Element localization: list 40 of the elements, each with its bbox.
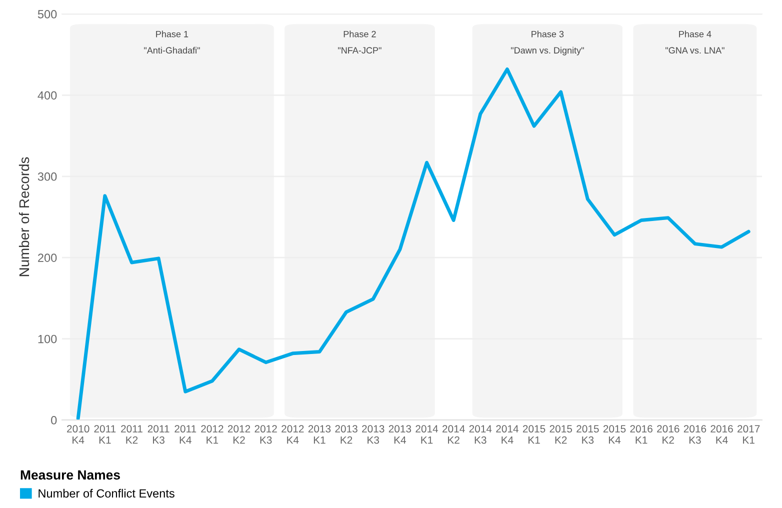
x-tick-label: 2016 K1 xyxy=(630,425,652,444)
x-tick-label: 2016 K2 xyxy=(657,425,680,444)
x-tick-label: 2011 K1 xyxy=(94,425,116,444)
y-tick-label: 400 xyxy=(38,91,57,100)
line-series xyxy=(76,67,750,420)
x-tick-label: 2011 K4 xyxy=(174,425,196,444)
legend-label: Number of Conflict Events xyxy=(38,488,174,498)
y-tick-label: 100 xyxy=(38,334,57,344)
band-label: Phase 2 "NFA-JCP" xyxy=(338,30,382,54)
x-tick-label: 2016 K3 xyxy=(684,425,706,444)
x-tick-label: 2015 K3 xyxy=(576,425,599,444)
x-tick-label: 2011 K2 xyxy=(121,425,142,444)
x-tick-label: 2013 K2 xyxy=(335,425,358,444)
x-tick-label: 2014 K2 xyxy=(442,425,465,444)
x-tick-label: 2014 K4 xyxy=(496,425,518,444)
x-tick-label: 2010 K4 xyxy=(67,425,90,444)
y-tick-label: 0 xyxy=(51,416,57,424)
x-tick-label: 2015 K2 xyxy=(550,425,572,444)
x-tick-label: 2014 K1 xyxy=(416,425,438,444)
y-tick-label: 300 xyxy=(38,172,57,181)
x-tick-label: 2012 K1 xyxy=(201,425,224,444)
x-tick-label: 2011 K3 xyxy=(148,425,170,444)
x-tick-label: 2016 K4 xyxy=(710,425,733,444)
y-tick-label: 200 xyxy=(38,254,57,262)
band-label: Phase 3 "Dawn vs. Dignity" xyxy=(511,30,584,56)
x-tick-label: 2015 K4 xyxy=(603,425,626,444)
x-tick-label: 2013 K3 xyxy=(362,425,384,444)
y-tick-label: 500 xyxy=(38,10,57,18)
band-label: Phase 1 "Anti-Ghadafi" xyxy=(144,30,200,54)
x-tick-label: 2013 K4 xyxy=(388,425,412,444)
x-tick-label: 2012 K2 xyxy=(228,425,250,444)
y-axis-title: Number of Records xyxy=(18,157,30,276)
x-tick-label: 2012 K3 xyxy=(254,425,277,444)
x-tick-label: 2015 K1 xyxy=(522,425,546,444)
x-tick-label: 2012 K4 xyxy=(282,425,304,444)
x-tick-label: 2014 K3 xyxy=(469,425,492,444)
x-tick-label: 2017 K1 xyxy=(738,425,760,444)
legend-title: Measure Names xyxy=(20,470,120,480)
band-label: Phase 4 "GNA vs. LNA" xyxy=(666,30,724,54)
x-tick-label: 2013 K1 xyxy=(308,425,331,444)
